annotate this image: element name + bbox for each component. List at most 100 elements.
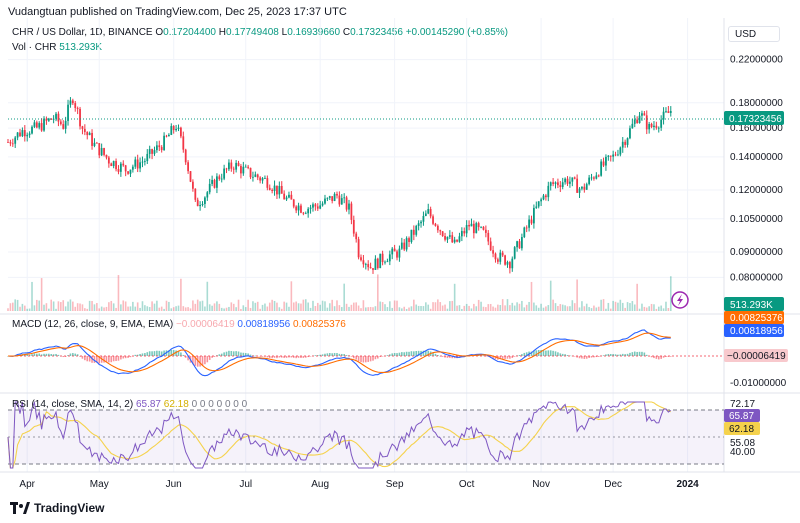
volume-bar xyxy=(21,303,24,311)
macd-hist-bar xyxy=(437,355,439,356)
volume-bar xyxy=(283,301,285,311)
volume-bar xyxy=(93,304,96,311)
macd-hist-bar xyxy=(509,356,511,359)
volume-bar xyxy=(581,301,583,311)
candle-body xyxy=(669,111,672,113)
candle-body xyxy=(232,168,235,170)
lightning-icon[interactable] xyxy=(671,291,689,309)
macd-hist-bar xyxy=(237,351,240,356)
macd-hist-bar xyxy=(653,356,655,359)
candle-body xyxy=(288,194,290,198)
candle-body xyxy=(172,126,175,131)
volume-bar xyxy=(602,299,605,311)
candle-body xyxy=(252,176,254,178)
candle-body xyxy=(667,111,670,113)
macd-hist-bar xyxy=(278,356,281,358)
candle-body xyxy=(129,169,132,174)
volume-bar xyxy=(590,308,593,311)
macd-hist-bar xyxy=(362,356,365,363)
candles[interactable] xyxy=(7,97,672,274)
volume-bar xyxy=(393,300,396,311)
macd-hist-bar xyxy=(151,351,153,356)
volume-bar xyxy=(352,302,355,311)
volume-bar xyxy=(48,308,50,311)
macd-hist-bar xyxy=(367,356,370,362)
candle-body xyxy=(564,178,567,183)
volume-bar xyxy=(410,306,413,311)
volume-bar xyxy=(530,281,533,311)
candle-body xyxy=(636,119,639,124)
time-tick-label: Sep xyxy=(386,479,404,490)
candle-body xyxy=(134,159,137,167)
macd-hist-bar xyxy=(360,356,362,363)
macd-legend: MACD (12, 26, close, 9, EMA, EMA) −0.000… xyxy=(12,319,346,330)
macd-hist-bar xyxy=(105,356,108,363)
candle-body xyxy=(76,107,79,109)
volume-bar xyxy=(362,300,365,311)
candle-body xyxy=(489,241,492,251)
candle-body xyxy=(578,188,581,193)
volume-bar xyxy=(206,281,209,311)
volume-bar xyxy=(669,276,672,311)
macd-hist-bar xyxy=(326,353,329,356)
volume-bar xyxy=(415,304,418,311)
macd-hist-bar xyxy=(84,356,86,361)
volume-bar xyxy=(377,274,379,311)
candle-body xyxy=(655,125,658,128)
volume-bar xyxy=(535,305,538,311)
volume-bar xyxy=(605,308,607,311)
candle-body xyxy=(569,181,571,184)
macd-hist-bar xyxy=(129,356,132,358)
macd-hist-bar xyxy=(333,352,336,356)
volume-bar xyxy=(110,300,113,311)
macd-hist-bar xyxy=(446,356,449,358)
volume-bar xyxy=(398,307,401,311)
macd-hist-bar xyxy=(120,356,122,360)
volume-bar xyxy=(473,303,475,311)
volume-tag xyxy=(724,297,784,311)
volume-bar xyxy=(220,307,223,311)
time-axis[interactable]: Apr May Jun Jul Aug Sep Oct Nov Dec 2024 xyxy=(19,479,699,490)
volume-bar xyxy=(156,300,158,311)
volume-bar xyxy=(55,308,57,311)
rsi-tick-label: 72.17 xyxy=(730,399,755,410)
candle-body xyxy=(321,203,324,206)
volume-bar xyxy=(624,307,626,311)
currency-button[interactable]: USD xyxy=(728,26,780,42)
macd-hist-bar xyxy=(525,352,528,356)
volume-bar xyxy=(456,305,458,311)
macd-hist-bar xyxy=(427,350,430,356)
macd-hist-bar xyxy=(168,350,170,356)
macd-hist-bar xyxy=(633,351,636,356)
candle-body xyxy=(487,232,490,242)
macd-hist-bar xyxy=(607,353,610,356)
volume-bar xyxy=(379,301,382,311)
candle-body xyxy=(381,253,384,263)
volume-bar xyxy=(446,308,449,311)
macd-hist-bar xyxy=(223,352,225,356)
volume-bar xyxy=(511,302,514,311)
candle-body xyxy=(496,259,499,262)
volume-bar xyxy=(141,301,144,311)
candle-body xyxy=(206,192,209,198)
candle-body xyxy=(192,181,194,189)
macd-hist-bar xyxy=(331,353,333,356)
volume-bar xyxy=(144,305,146,311)
candle-body xyxy=(146,153,149,162)
candle-body xyxy=(626,138,629,145)
macd-hist-bar xyxy=(593,356,595,358)
volume-bar xyxy=(177,305,180,311)
volume-bar xyxy=(182,306,185,311)
price-tick-label: 0.22000000 xyxy=(730,55,783,66)
macd-hist-bar xyxy=(139,353,141,356)
volume-bar xyxy=(244,307,247,311)
volume-bar xyxy=(340,307,343,311)
tradingview-logo[interactable]: TradingView xyxy=(10,501,104,515)
volume-bar xyxy=(120,304,122,311)
macd-hist-bar xyxy=(492,356,494,359)
macd-hist-bar xyxy=(67,355,69,356)
candle-body xyxy=(458,236,461,242)
candle-body xyxy=(523,227,526,238)
volume-bar xyxy=(525,304,528,311)
